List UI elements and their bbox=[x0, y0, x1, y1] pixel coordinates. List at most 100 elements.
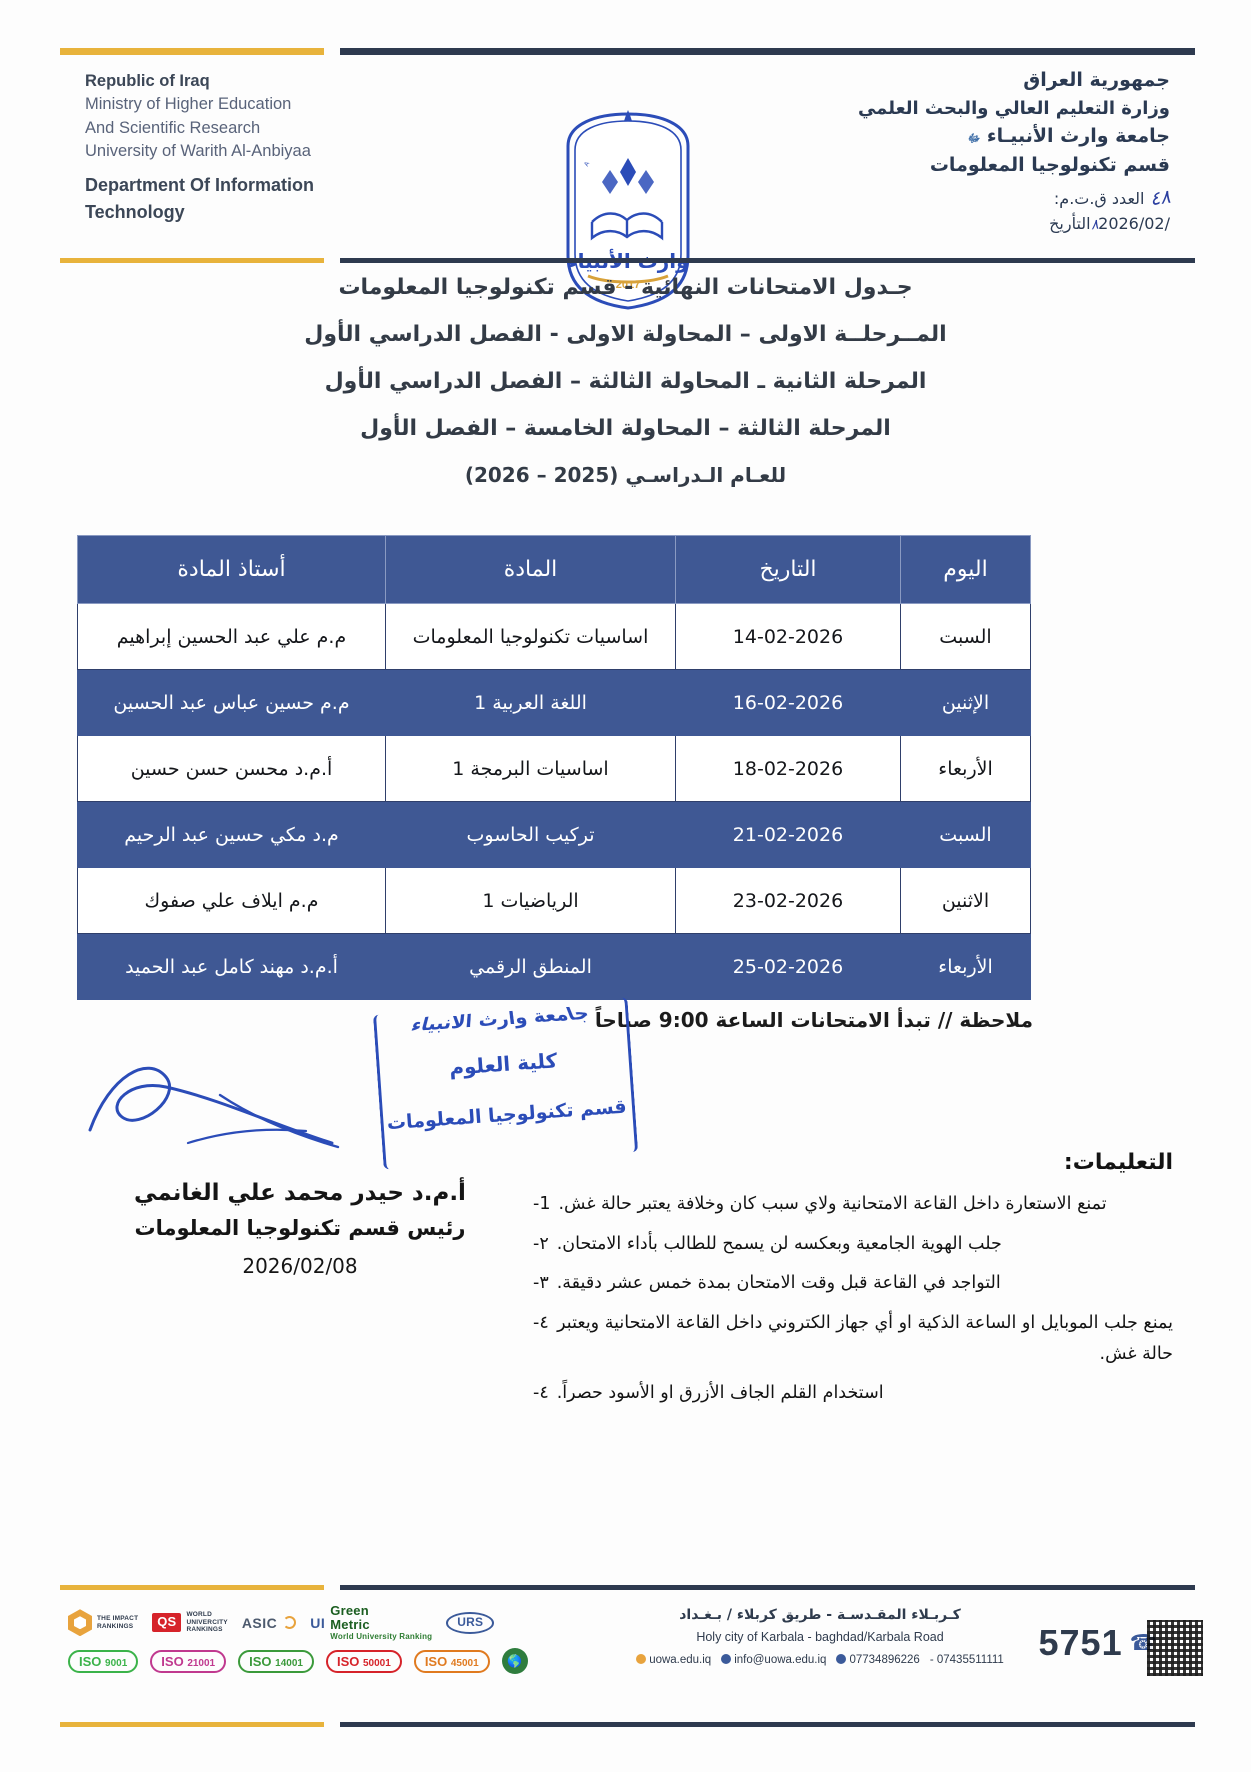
cell-day: الاثنين bbox=[900, 867, 1031, 934]
rule-gold-segment bbox=[60, 258, 324, 263]
cell-subject: المنطق الرقمي bbox=[385, 933, 676, 1000]
phone-number-1[interactable]: 07734896226 bbox=[836, 1651, 920, 1670]
footer-links-row: uowa.edu.iq info@uowa.edu.iq 07734896226… bbox=[620, 1651, 1020, 1670]
header-top-rule bbox=[60, 48, 1195, 55]
header-ar-line-1: جمهورية العراق bbox=[1023, 69, 1170, 91]
cell-date: 16-02-2026 bbox=[675, 669, 901, 736]
cell-professor: م.م ايلاف علي صفوك bbox=[77, 867, 386, 934]
table-row: الأربعاء 25-02-2026 المنطق الرقمي أ.م.د … bbox=[77, 933, 1031, 1000]
title-line-3: المرحلة الثانية ـ المحاولة الثالثة – الف… bbox=[324, 369, 927, 394]
phone-dot-icon bbox=[836, 1653, 847, 1664]
cell-subject: اساسيات تكنولوجيا المعلومات bbox=[385, 603, 676, 670]
table-header-row: اليوم التاريخ المادة أستاذ المادة bbox=[77, 535, 1031, 604]
cell-subject: اساسيات البرمجة 1 bbox=[385, 735, 676, 802]
cell-day: الأربعاء bbox=[900, 933, 1031, 1000]
bismillah-mark: ﷻ bbox=[967, 131, 981, 145]
header-arabic-block: جمهورية العراق وزارة التعليم العالي والب… bbox=[770, 66, 1171, 236]
iso-certification-row: ISO 9001 ISO 21001 ISO 14001 ISO 50001 I… bbox=[68, 1648, 528, 1674]
exam-schedule-table: اليوم التاريخ المادة أستاذ المادة السبت … bbox=[77, 535, 1031, 1000]
instruction-text: تمنع الاستعارة داخل القاعة الامتحانية ول… bbox=[558, 1194, 1107, 1214]
doc-date-handwritten: ٨ bbox=[1089, 216, 1099, 234]
official-stamp: جامعة وارث الانبياء كلية العلوم قسم تكنو… bbox=[367, 991, 643, 1174]
rankings-badge-row: THE IMPACT RANKINGS QS WORLD UNIVERCITY … bbox=[68, 1603, 495, 1641]
instruction-text: استخدام القلم الجاف الأزرق او الأسود حصر… bbox=[556, 1383, 884, 1404]
iso-badge-21001: ISO 21001 bbox=[150, 1649, 227, 1673]
cell-professor: م.م حسين عباس عبد الحسين bbox=[77, 669, 386, 736]
iso-badge-50001: ISO 50001 bbox=[325, 1649, 402, 1673]
rule-gap bbox=[324, 1722, 340, 1727]
instruction-text: التواجد في القاعة قبل وقت الامتحان بمدة … bbox=[556, 1273, 1001, 1294]
cell-day: الأربعاء bbox=[900, 735, 1031, 802]
instruction-number: ٤- bbox=[533, 1312, 549, 1333]
table-row: الاثنين 23-02-2026 الرياضيات 1 م.م ايلاف… bbox=[77, 867, 1031, 934]
header-ar-line-3-text: جامعة وارث الأنبيـاء bbox=[986, 124, 1170, 147]
header-en-line-2: Ministry of Higher Education bbox=[85, 95, 292, 114]
cell-professor: م.م علي عبد الحسين إبراهيم bbox=[77, 603, 386, 670]
table-row: السبت 21-02-2026 تركيب الحاسوب م.د مكي ح… bbox=[77, 801, 1031, 868]
instruction-number: ٤- bbox=[533, 1383, 549, 1404]
greenmetric-line-3: World University Ranking bbox=[330, 1631, 433, 1641]
rule-gap bbox=[324, 1585, 340, 1590]
table-row: الإثنين 16-02-2026 اللغة العربية 1 م.م ح… bbox=[77, 669, 1031, 736]
header-bottom-rule bbox=[60, 258, 1195, 263]
cell-subject: تركيب الحاسوب bbox=[385, 801, 676, 868]
header-ar-line-2: وزارة التعليم العالي والبحث العلمي bbox=[857, 97, 1170, 119]
email-link[interactable]: info@uowa.edu.iq bbox=[721, 1651, 826, 1670]
instruction-text: جلب الهوية الجامعية وبعكسه لن يسمح للطال… bbox=[556, 1233, 1002, 1254]
rule-gap bbox=[324, 258, 340, 263]
asic-accreditation-badge: ASIC bbox=[242, 1615, 297, 1631]
header-ar-line-4: قسم تكنولوجيا المعلومات bbox=[929, 154, 1170, 176]
header-en-line-5: Department Of Information bbox=[85, 174, 315, 195]
rule-dark-segment bbox=[340, 48, 1195, 55]
instructions-heading: التعليمات: bbox=[1063, 1150, 1173, 1175]
column-header-date: التاريخ bbox=[675, 535, 901, 604]
rule-dark-segment bbox=[340, 1585, 1195, 1590]
title-line-4: المرحلة الثالثة – المحاولة الخامسة – الف… bbox=[360, 416, 891, 441]
qs-line-2: UNIVERCITY bbox=[186, 1618, 228, 1626]
cell-date: 14-02-2026 bbox=[675, 603, 901, 670]
exam-start-note: ملاحظة // تبدأ الامتحانات الساعة 9:00 صب… bbox=[594, 1008, 1033, 1032]
qs-line-1: WORLD bbox=[186, 1611, 212, 1619]
instructions-list: تمنع الاستعارة داخل القاعة الامتحانية ول… bbox=[533, 1189, 1173, 1409]
qs-world-university-rankings-badge: QS WORLD UNIVERCITY RANKINGS bbox=[152, 1611, 228, 1633]
instruction-number: 1- bbox=[533, 1194, 551, 1214]
website-link[interactable]: uowa.edu.iq bbox=[636, 1651, 711, 1670]
handwritten-signature bbox=[88, 1066, 340, 1149]
header-en-line-4: University of Warith Al-Anbiyaa bbox=[85, 142, 311, 161]
phone-number-2[interactable]: - 07435511111 bbox=[929, 1653, 1004, 1666]
hexagon-icon bbox=[68, 1609, 92, 1637]
rule-dark-segment bbox=[340, 1722, 1195, 1727]
cell-subject: اللغة العربية 1 bbox=[385, 669, 676, 736]
iso-badge-14001: ISO 14001 bbox=[238, 1649, 314, 1673]
column-header-day: اليوم bbox=[900, 535, 1031, 604]
table-row: الأربعاء 18-02-2026 اساسيات البرمجة 1 أ.… bbox=[77, 735, 1031, 802]
list-item: جلب الهوية الجامعية وبعكسه لن يسمح للطال… bbox=[533, 1229, 1173, 1260]
impact-line-2: RANKINGS bbox=[97, 1622, 134, 1630]
header-ar-line-3: جامعة وارث الأنبيـاء ﷻ bbox=[770, 122, 1170, 151]
footer-contact-block: كـربـلاء المقـدسـة - طريق كربلاء / بـغـد… bbox=[620, 1604, 1020, 1670]
university-logo: UNIVERSITY OF WARITH AL-ANBIYAA وارث الأ… bbox=[544, 101, 708, 311]
qr-code[interactable] bbox=[1147, 1620, 1203, 1676]
cell-professor: م.د مكي حسين عبد الرحيم bbox=[77, 801, 386, 868]
cell-date: 21-02-2026 bbox=[675, 801, 901, 868]
doc-date-value: /2026/02 bbox=[1098, 214, 1170, 233]
footer-address-english: Holy city of Karbala - baghdad/Karbala R… bbox=[696, 1630, 944, 1645]
header-en-line-1: Republic of Iraq bbox=[85, 72, 210, 90]
document-titles: جـدول الامتحانات النهائية - قسم تكنولوجي… bbox=[0, 275, 1251, 509]
signer-name: أ.م.د حيدر محمد علي الغانمي bbox=[134, 1180, 466, 1206]
title-line-2: المــرحلــة الاولى – المحاولة الاولى - ا… bbox=[304, 322, 947, 347]
header-english-block: Republic of Iraq Ministry of Higher Educ… bbox=[85, 70, 465, 226]
globe-dot-icon bbox=[636, 1653, 647, 1664]
cell-professor: أ.م.د محسن حسن حسين bbox=[77, 735, 386, 802]
doc-date-label: التأريخ bbox=[1049, 214, 1091, 233]
greenmetric-line-1: Green bbox=[330, 1603, 369, 1618]
urs-badge: URS bbox=[446, 1611, 495, 1634]
impact-line-1: THE IMPACT bbox=[97, 1615, 139, 1623]
signer-role: رئيس قسم تكنولوجيا المعلومات bbox=[134, 1216, 466, 1240]
column-header-professor: أستاذ المادة bbox=[77, 535, 386, 604]
exam-schedule-table-wrapper: اليوم التاريخ المادة أستاذ المادة السبت … bbox=[77, 535, 1031, 1000]
signature-block: أ.م.د حيدر محمد علي الغانمي رئيس قسم تكن… bbox=[90, 1180, 510, 1278]
iso-badge-9001: ISO 9001 bbox=[68, 1649, 139, 1673]
list-item: تمنع الاستعارة داخل القاعة الامتحانية ول… bbox=[533, 1189, 1173, 1220]
